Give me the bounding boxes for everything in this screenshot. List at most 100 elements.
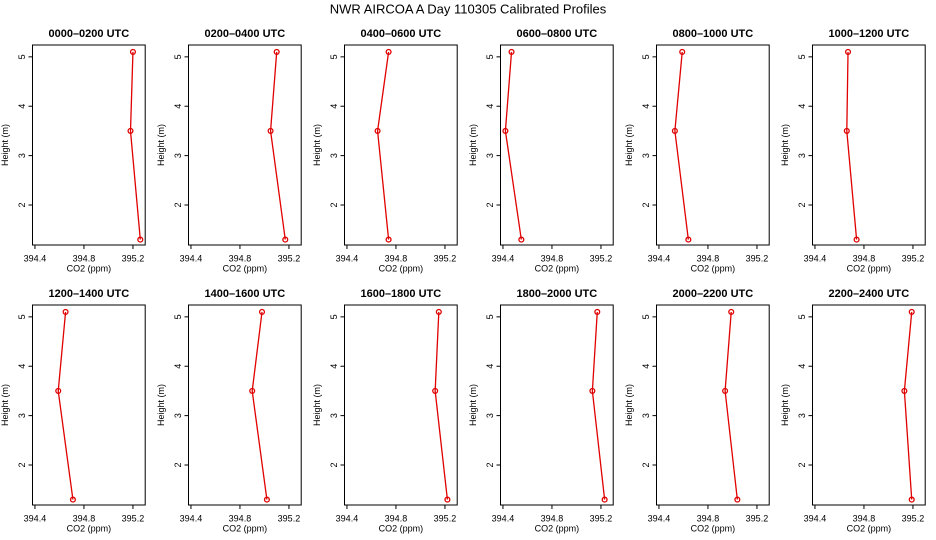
data-point — [518, 236, 525, 243]
x-tick-label: 394.4 — [492, 253, 515, 263]
x-tick-label: 394.4 — [180, 253, 203, 263]
data-point — [844, 48, 852, 55]
x-tick-label: 395.2 — [902, 513, 925, 523]
y-tick-label: 3 — [485, 413, 495, 418]
x-tick-label: 394.4 — [804, 513, 827, 523]
profile-line — [269, 51, 286, 240]
data-point — [249, 387, 256, 394]
panel-title: 1000–1200 UTC — [828, 28, 909, 40]
y-tick-label: 3 — [641, 413, 651, 418]
plot-frame — [188, 304, 302, 506]
x-tick-label: 394.8 — [385, 253, 408, 263]
data-point — [853, 236, 860, 243]
y-axis-label: Height (m) — [468, 384, 478, 426]
profile-line — [591, 311, 606, 500]
y-tick-label: 2 — [17, 462, 27, 467]
x-tick-label: 394.4 — [804, 253, 827, 263]
y-tick-label: 4 — [485, 364, 495, 369]
x-axis-label: CO2 (ppm) — [379, 263, 424, 273]
panel-title: 0000–0200 UTC — [48, 28, 129, 40]
y-tick-label: 2 — [329, 202, 339, 207]
x-tick-label: 394.4 — [24, 513, 47, 523]
y-tick-label: 4 — [797, 364, 807, 369]
data-point — [385, 236, 392, 243]
x-tick-label: 395.2 — [590, 513, 613, 523]
y-tick-label: 5 — [17, 314, 27, 319]
y-tick-label: 3 — [797, 413, 807, 418]
x-axis-label: CO2 (ppm) — [67, 523, 112, 533]
x-axis-label: CO2 (ppm) — [847, 263, 892, 273]
plot-frame — [812, 304, 926, 506]
y-tick-label: 2 — [173, 202, 183, 207]
x-axis-label: CO2 (ppm) — [379, 523, 424, 533]
plot-frame — [500, 44, 614, 246]
data-point — [594, 308, 601, 315]
y-tick-label: 3 — [485, 153, 495, 158]
x-axis-label: CO2 (ppm) — [67, 263, 112, 273]
y-tick-label: 3 — [329, 153, 339, 158]
x-tick-label: 394.8 — [853, 253, 876, 263]
data-point — [679, 48, 686, 55]
y-tick-label: 4 — [173, 364, 183, 369]
y-tick-label: 2 — [797, 202, 807, 207]
x-axis-label: CO2 (ppm) — [535, 263, 580, 273]
x-tick-label: 394.4 — [24, 253, 47, 263]
profile-line — [674, 51, 689, 240]
data-point — [502, 127, 509, 134]
y-tick-label: 2 — [173, 462, 183, 467]
y-axis-label: Height (m) — [624, 124, 634, 166]
y-tick-label: 3 — [329, 413, 339, 418]
profile-line — [504, 51, 522, 240]
y-axis-label: Height (m) — [0, 384, 10, 426]
y-tick-label: 5 — [173, 314, 183, 319]
y-tick-label: 4 — [641, 104, 651, 109]
plot-frame — [500, 304, 614, 506]
y-tick-label: 2 — [797, 462, 807, 467]
data-point — [267, 127, 274, 134]
panel-title: 1800–2000 UTC — [516, 288, 597, 300]
panel-title: 2000–2200 UTC — [672, 288, 753, 300]
y-tick-label: 5 — [797, 54, 807, 59]
plot-frame — [188, 44, 302, 246]
x-tick-label: 394.8 — [229, 513, 252, 523]
plot-frame — [32, 304, 146, 506]
data-point — [129, 48, 137, 55]
data-point — [685, 236, 692, 243]
data-point — [55, 387, 62, 394]
panel-title: 1600–1800 UTC — [360, 288, 441, 300]
y-tick-label: 4 — [17, 104, 27, 109]
data-point — [69, 496, 76, 503]
x-tick-label: 395.2 — [122, 253, 145, 263]
panel-title: 1200–1400 UTC — [48, 288, 129, 300]
data-point — [734, 496, 741, 503]
y-tick-label: 4 — [641, 364, 651, 369]
y-tick-label: 5 — [17, 54, 27, 59]
data-point — [258, 308, 266, 315]
data-point — [62, 308, 69, 315]
y-tick-label: 2 — [641, 462, 651, 467]
panel-title: 2200–2400 UTC — [828, 288, 909, 300]
x-tick-label: 394.8 — [541, 513, 564, 523]
y-tick-label: 4 — [329, 104, 339, 109]
x-tick-label: 395.2 — [746, 253, 769, 263]
x-axis-label: CO2 (ppm) — [691, 263, 736, 273]
data-point — [273, 48, 280, 55]
y-tick-label: 5 — [173, 54, 183, 59]
x-tick-label: 394.4 — [336, 253, 359, 263]
data-point — [722, 387, 729, 394]
y-axis-label: Height (m) — [156, 124, 166, 166]
y-tick-label: 2 — [485, 462, 495, 467]
x-tick-label: 394.8 — [853, 513, 876, 523]
plot-frame — [344, 304, 458, 506]
panel-title: 0600–0800 UTC — [516, 28, 597, 40]
x-tick-label: 395.2 — [278, 253, 301, 263]
profile-line — [724, 311, 738, 500]
y-axis-label: Height (m) — [312, 124, 322, 166]
y-tick-label: 2 — [485, 202, 495, 207]
y-tick-label: 4 — [485, 104, 495, 109]
x-tick-label: 394.4 — [492, 513, 515, 523]
y-axis-label: Height (m) — [468, 124, 478, 166]
y-axis-label: Height (m) — [780, 384, 790, 426]
data-point — [263, 496, 270, 503]
x-tick-label: 394.8 — [73, 253, 96, 263]
